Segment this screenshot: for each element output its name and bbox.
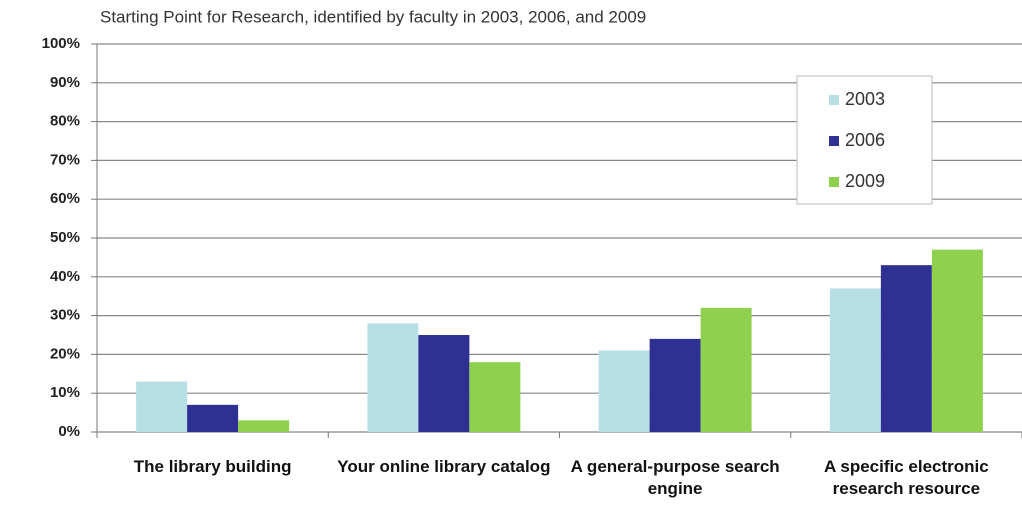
- bar: [238, 420, 290, 432]
- bar: [598, 350, 650, 432]
- y-tick-label: 60%: [50, 190, 80, 207]
- bar: [367, 323, 419, 432]
- x-tick-label: A general-purpose search engine: [570, 457, 780, 498]
- legend: 2003 2006 2009: [796, 75, 933, 205]
- legend-swatch: [829, 95, 839, 105]
- bar: [931, 249, 983, 432]
- y-tick-label: 30%: [50, 307, 80, 324]
- y-tick-label: 10%: [50, 384, 80, 401]
- y-tick-label: 70%: [50, 151, 80, 168]
- chart-title: Starting Point for Research, identified …: [100, 7, 646, 26]
- bar: [880, 265, 932, 432]
- legend-swatch: [829, 136, 839, 146]
- y-tick-label: 20%: [50, 345, 80, 362]
- y-tick-label: 0%: [58, 423, 80, 440]
- bar: [700, 307, 752, 432]
- y-tick-label: 90%: [50, 74, 80, 91]
- legend-label: 2003: [845, 89, 885, 109]
- y-tick-label: 100%: [42, 35, 80, 52]
- x-tick-label: A specific electronic research resource: [824, 457, 989, 498]
- y-tick-label: 50%: [50, 229, 80, 246]
- bar: [829, 288, 881, 432]
- legend-label: 2009: [845, 171, 885, 191]
- y-tick-label: 40%: [50, 268, 80, 285]
- bar: [649, 338, 701, 432]
- legend-swatch: [829, 177, 839, 187]
- x-tick-label: The library building: [133, 457, 292, 476]
- bar: [187, 404, 239, 432]
- bar: [136, 381, 188, 432]
- bar: [469, 362, 521, 432]
- legend-box: [796, 75, 933, 205]
- y-tick-label: 80%: [50, 113, 80, 130]
- x-tick-label: Your online library catalog: [337, 457, 551, 476]
- bar: [418, 335, 470, 432]
- legend-label: 2006: [845, 130, 885, 150]
